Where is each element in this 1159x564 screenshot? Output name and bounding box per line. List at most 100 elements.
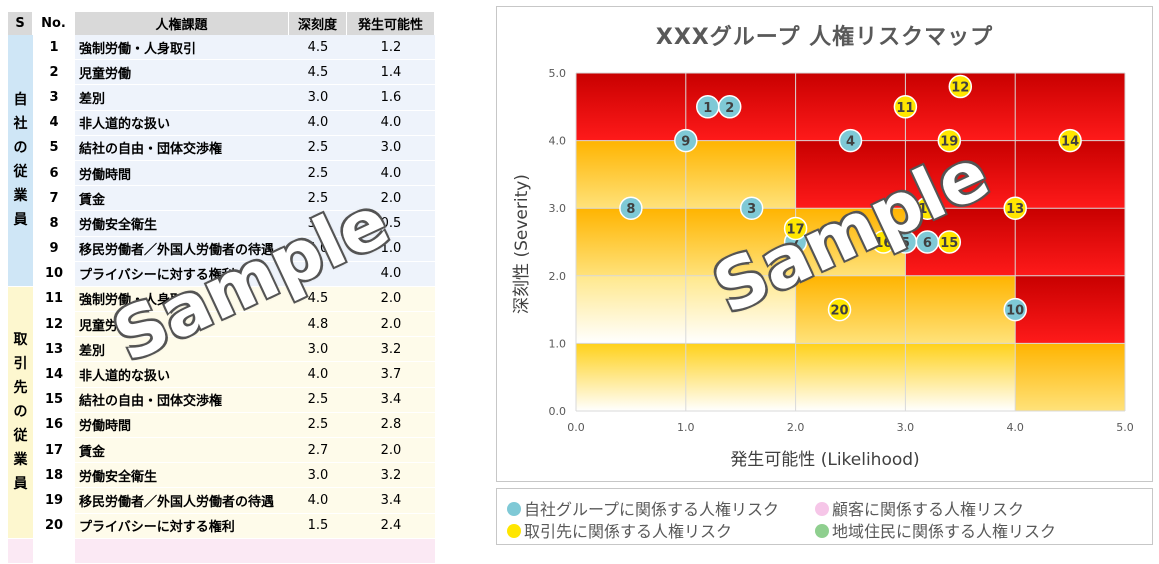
cell-no: 6 bbox=[33, 160, 75, 187]
table-row: 19 移民労働者／外国人労働者の待遇 4.0 3.4 bbox=[8, 488, 435, 514]
table-row: 16 労働時間 2.5 2.8 bbox=[8, 412, 435, 438]
cell-likelihood: 1.6 bbox=[347, 85, 435, 111]
cell-issue: 差別 bbox=[75, 337, 289, 363]
table-row: 17 賃金 2.7 2.0 bbox=[8, 438, 435, 464]
point-marker bbox=[827, 297, 852, 322]
data-point-supplier: 15 bbox=[937, 230, 962, 254]
point-marker bbox=[915, 196, 940, 220]
data-point-own: 6 bbox=[915, 230, 940, 254]
point-marker bbox=[871, 230, 896, 254]
cell-issue: 強制労働・人身取引 bbox=[75, 35, 289, 61]
cell-issue: プライバシーに対する権利 bbox=[75, 513, 289, 539]
risk-table: S No. 人権課題 深刻度 発生可能性 自社の従業員 1 強制労働・人身取引 4.5… bbox=[8, 12, 435, 564]
cell-no: 16 bbox=[33, 412, 75, 438]
cell-severity: 2.5 bbox=[289, 412, 347, 438]
point-marker bbox=[893, 95, 918, 119]
point-marker bbox=[1003, 196, 1027, 220]
cell-no: 5 bbox=[33, 135, 75, 161]
cell-no: 10 bbox=[33, 261, 75, 287]
footer-cell bbox=[8, 538, 33, 564]
data-point-supplier: 17 bbox=[783, 216, 808, 241]
cell-issue: 労働時間 bbox=[75, 160, 289, 187]
header-s: S bbox=[8, 12, 33, 35]
data-point-supplier: 20 bbox=[827, 297, 852, 322]
legend-label: 取引先に関係する人権リスク bbox=[524, 522, 733, 541]
cell-issue: 非人道的な扱い bbox=[75, 362, 289, 388]
cell-severity: 3.0 bbox=[289, 463, 347, 489]
cell-likelihood: 4.0 bbox=[347, 110, 435, 136]
cell-no: 13 bbox=[33, 337, 75, 363]
y-tick-label: 0.0 bbox=[549, 405, 567, 418]
cell-issue: 非人道的な扱い bbox=[75, 110, 289, 136]
data-point-own: 2 bbox=[717, 95, 742, 119]
cell-likelihood: 2.4 bbox=[347, 513, 435, 539]
legend-dot-icon bbox=[507, 524, 521, 538]
header-no: No. bbox=[33, 12, 75, 35]
footer-cell bbox=[289, 538, 347, 564]
point-label: 8 bbox=[626, 202, 635, 217]
cell-severity: 4.0 bbox=[289, 236, 347, 262]
cell-issue: 労働安全衛生 bbox=[75, 211, 289, 237]
x-tick-label: 0.0 bbox=[567, 421, 585, 434]
table-row: 9 移民労働者／外国人労働者の待遇 4.0 1.0 bbox=[8, 236, 435, 262]
group-label: 取引先の従業員 bbox=[8, 286, 33, 539]
cell-no: 17 bbox=[33, 438, 75, 464]
table-row: 2 児童労働 4.5 1.4 bbox=[8, 60, 435, 86]
cell-no: 8 bbox=[33, 211, 75, 237]
data-point-own: 3 bbox=[739, 196, 764, 220]
data-point-supplier: 14 bbox=[1058, 128, 1082, 153]
table-row: 3 差別 3.0 1.6 bbox=[8, 85, 435, 111]
point-label: 6 bbox=[923, 236, 932, 251]
y-tick-label: 1.0 bbox=[549, 337, 567, 350]
cell-no: 7 bbox=[33, 186, 75, 212]
cell-no: 4 bbox=[33, 110, 75, 136]
cell-severity: 2.5 bbox=[289, 160, 347, 187]
legend-dot-icon bbox=[507, 502, 521, 516]
cell-likelihood: 2.8 bbox=[347, 412, 435, 438]
cell-severity: 2.5 bbox=[289, 387, 347, 413]
x-tick-label: 4.0 bbox=[1006, 421, 1024, 434]
point-label: 3 bbox=[747, 202, 756, 217]
header-severity: 深刻度 bbox=[289, 12, 347, 35]
point-marker bbox=[717, 95, 742, 119]
cell-likelihood: 4.0 bbox=[347, 160, 435, 187]
cell-likelihood: 3.4 bbox=[347, 387, 435, 413]
table-row: 4 非人道的な扱い 4.0 4.0 bbox=[8, 110, 435, 136]
cell-likelihood: 1.0 bbox=[347, 236, 435, 262]
header-issue: 人権課題 bbox=[75, 12, 289, 35]
point-marker bbox=[948, 74, 973, 99]
cell-severity: 4.0 bbox=[289, 362, 347, 388]
point-label: 19 bbox=[940, 135, 958, 150]
point-marker bbox=[838, 128, 863, 153]
cell-likelihood: 3.2 bbox=[347, 337, 435, 363]
point-label: 4 bbox=[846, 135, 855, 150]
cell-severity: 2.7 bbox=[289, 438, 347, 464]
point-label: 16 bbox=[874, 236, 892, 251]
table-row: 15 結社の自由・団体交渉権 2.5 3.4 bbox=[8, 387, 435, 413]
cell-likelihood: 3.4 bbox=[347, 488, 435, 514]
cell-issue: プライバシーに対する権利 bbox=[75, 261, 289, 287]
cell-severity: 4.5 bbox=[289, 286, 347, 313]
cell-issue: 結社の自由・団体交渉権 bbox=[75, 135, 289, 161]
cell-no: 11 bbox=[33, 286, 75, 313]
cell-likelihood: 2.0 bbox=[347, 286, 435, 313]
data-point-supplier: 18 bbox=[915, 196, 940, 220]
point-label: 5 bbox=[901, 236, 910, 251]
table-footer-row bbox=[8, 538, 435, 564]
cell-no: 18 bbox=[33, 463, 75, 489]
table-row: 18 労働安全衛生 3.0 3.2 bbox=[8, 463, 435, 489]
cell-likelihood: 2.0 bbox=[347, 186, 435, 212]
cell-severity: 2.5 bbox=[289, 186, 347, 212]
x-tick-label: 3.0 bbox=[897, 421, 915, 434]
data-point-own: 9 bbox=[674, 128, 698, 153]
x-tick-label: 1.0 bbox=[677, 421, 695, 434]
cell-issue: 労働安全衛生 bbox=[75, 463, 289, 489]
point-marker bbox=[739, 196, 764, 220]
y-tick-label: 3.0 bbox=[549, 202, 567, 215]
point-label: 2 bbox=[725, 101, 734, 116]
legend-label: 地域住民に関係する人権リスク bbox=[832, 522, 1057, 541]
cell-likelihood: 4.0 bbox=[347, 261, 435, 287]
point-label: 20 bbox=[830, 304, 848, 319]
cell-no: 2 bbox=[33, 60, 75, 86]
y-tick-label: 4.0 bbox=[549, 135, 567, 148]
